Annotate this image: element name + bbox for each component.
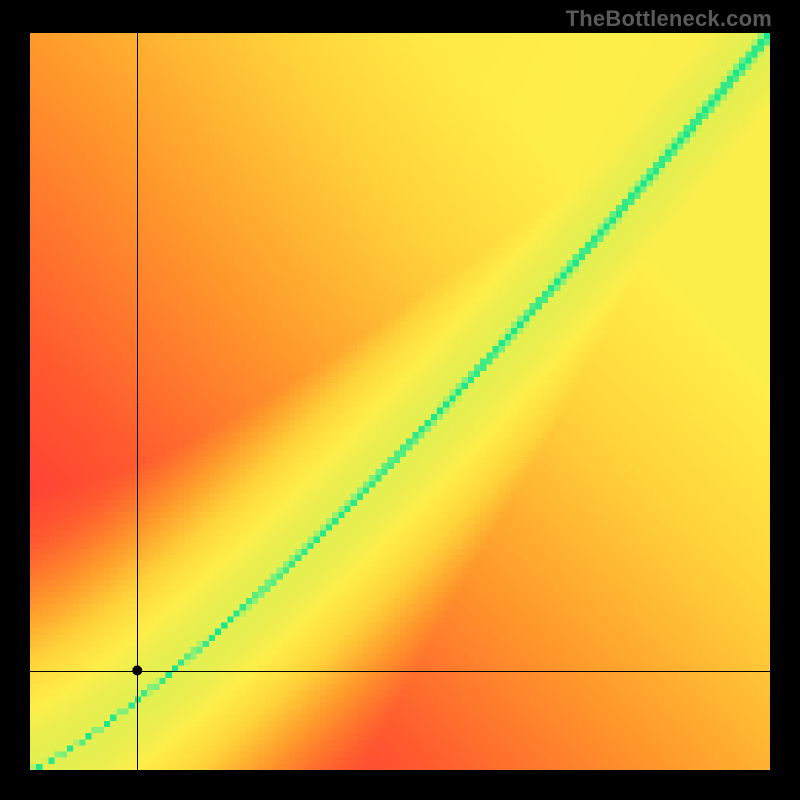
overlay-canvas bbox=[30, 33, 770, 770]
watermark-text: TheBottleneck.com bbox=[566, 6, 772, 32]
heatmap-plot bbox=[30, 33, 770, 770]
